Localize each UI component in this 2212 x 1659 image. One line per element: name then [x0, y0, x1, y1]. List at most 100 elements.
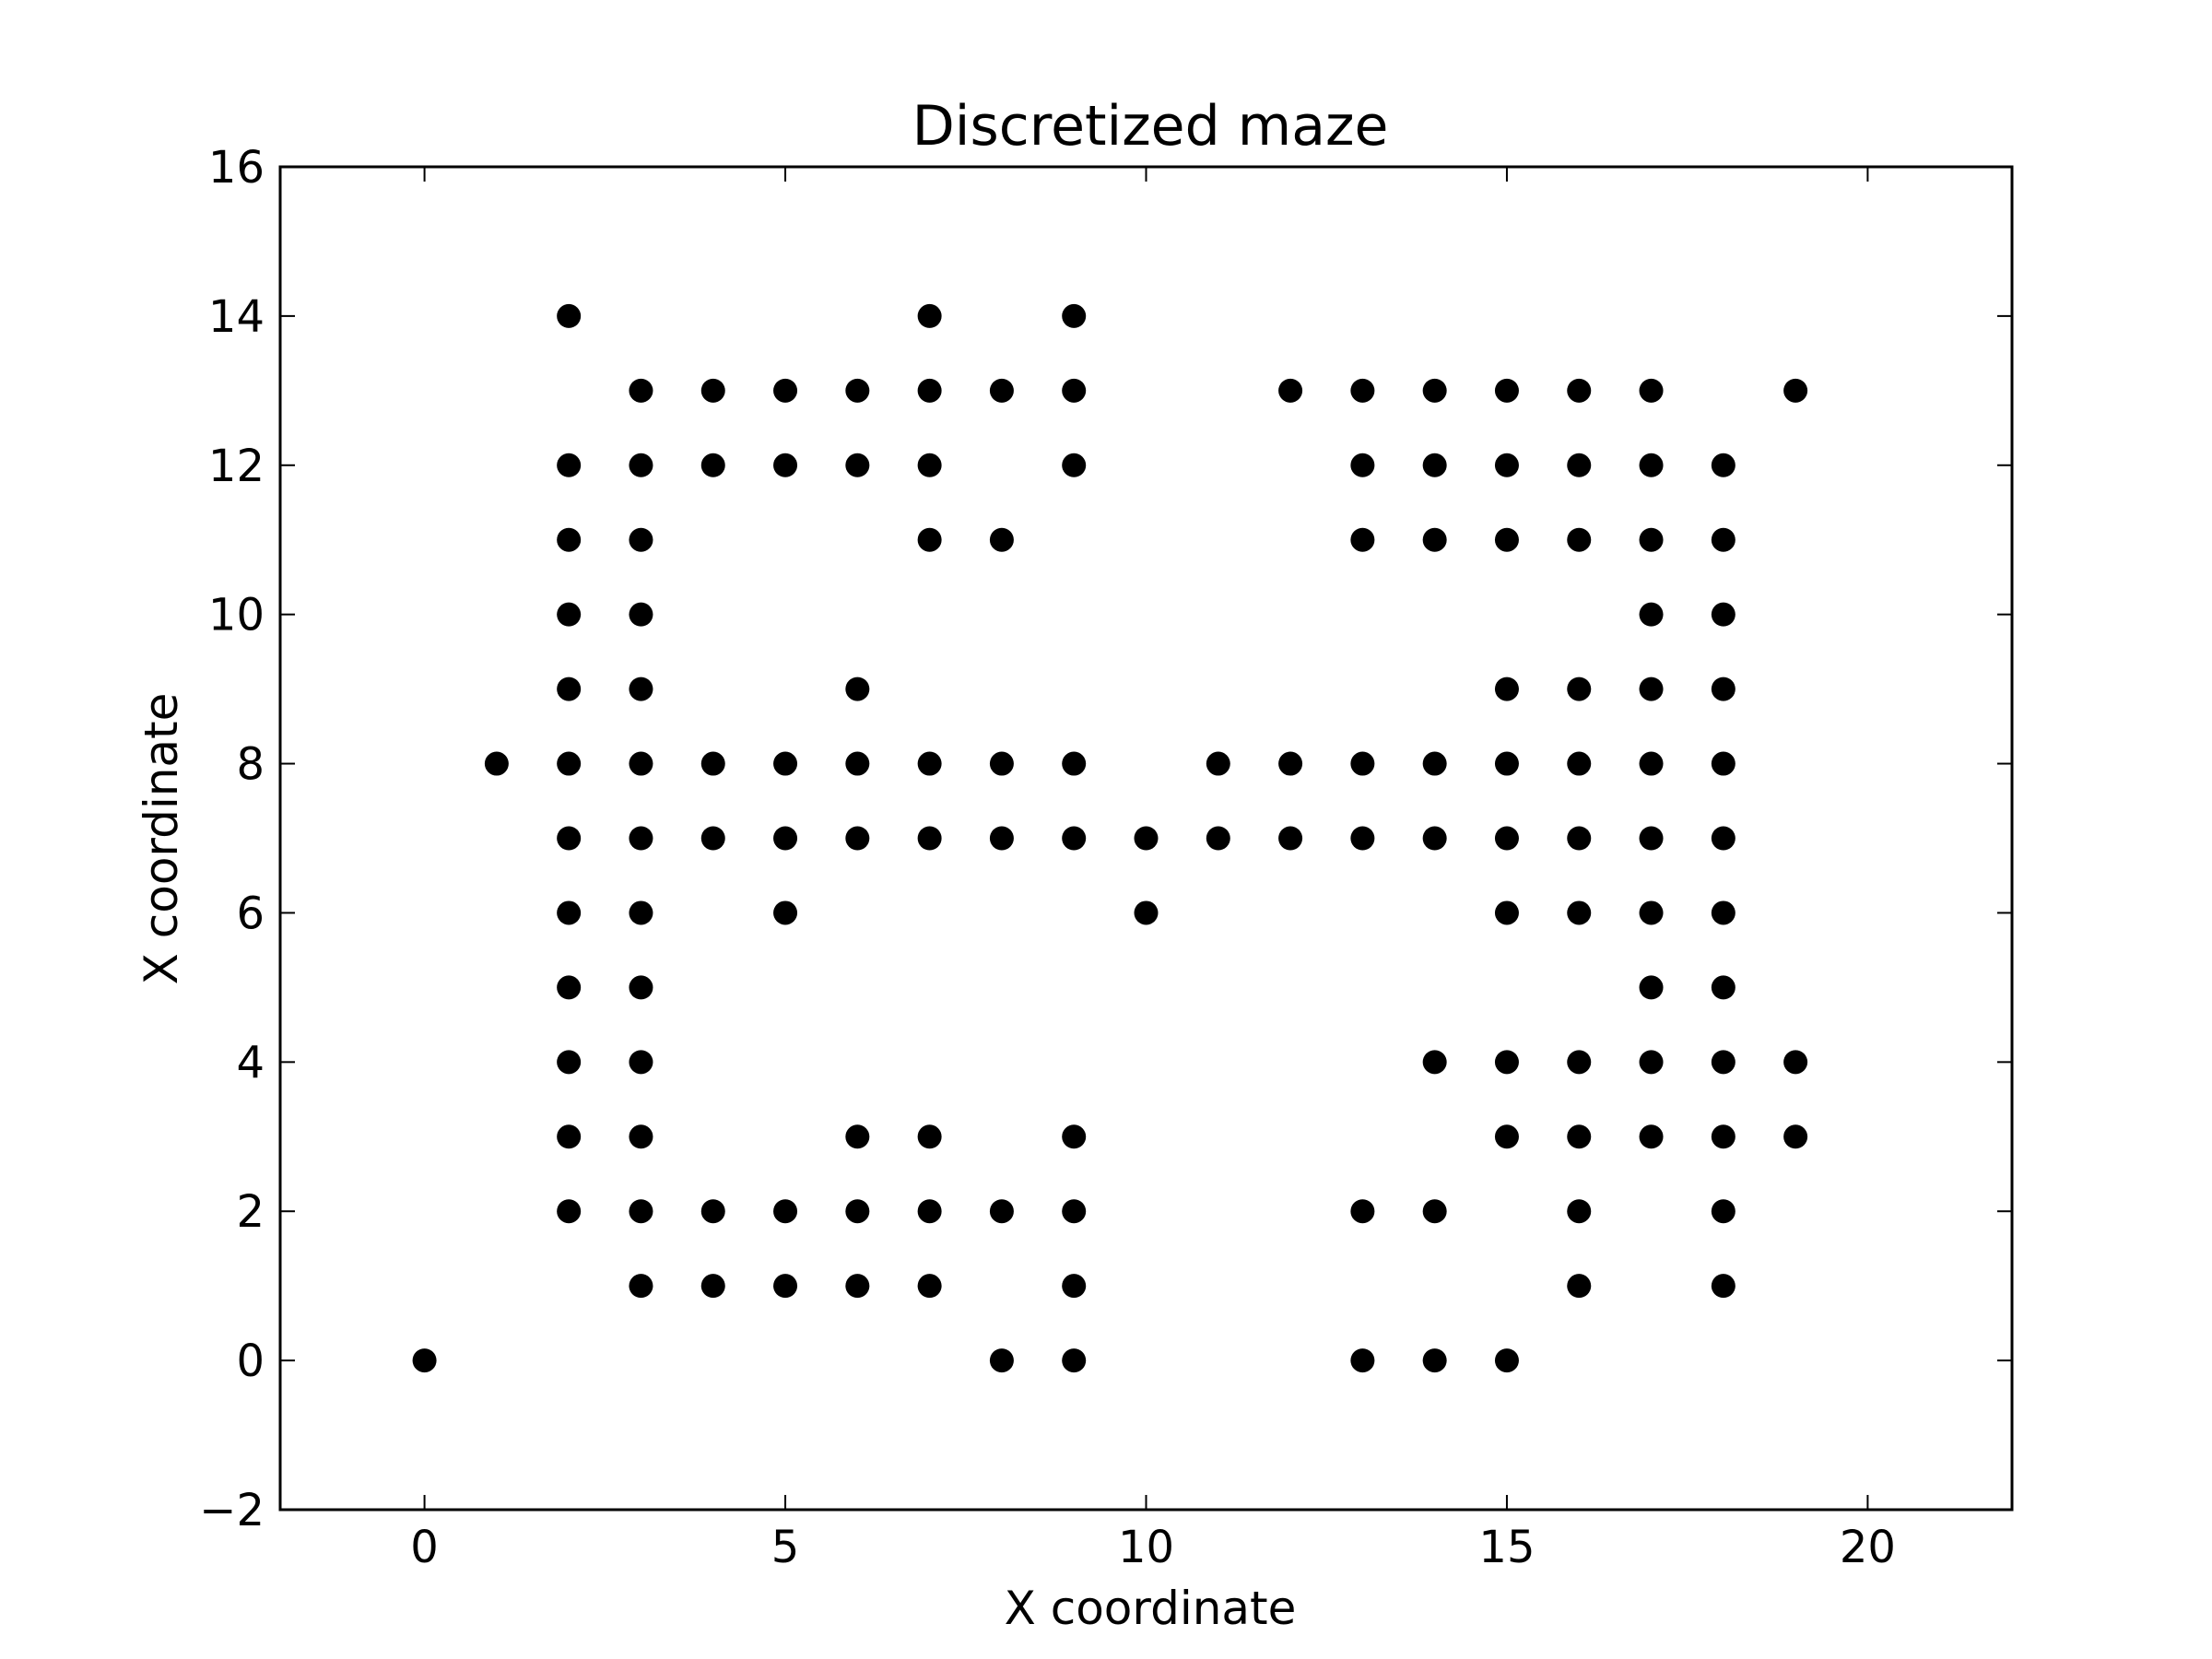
data-point	[1494, 1348, 1519, 1373]
data-point	[1639, 900, 1664, 925]
data-point	[1639, 527, 1664, 552]
x-tick-label: 5	[771, 1522, 800, 1573]
data-point	[1711, 975, 1735, 1000]
data-point	[917, 303, 942, 328]
data-point	[917, 1274, 942, 1299]
data-point	[1494, 751, 1519, 776]
data-point	[1494, 527, 1519, 552]
chart-title: Discretized maze	[912, 94, 1389, 159]
data-point	[989, 527, 1014, 552]
data-point	[917, 378, 942, 403]
data-point	[773, 378, 798, 403]
data-point	[1422, 826, 1447, 851]
data-point	[629, 826, 653, 851]
data-point	[989, 826, 1014, 851]
data-point	[989, 1199, 1014, 1224]
data-point	[1494, 826, 1519, 851]
data-point	[629, 1199, 653, 1224]
data-point	[1711, 602, 1735, 627]
data-point	[989, 751, 1014, 776]
data-point	[629, 453, 653, 477]
data-point	[557, 975, 582, 1000]
y-tick-label: 14	[208, 291, 265, 343]
data-point	[1567, 378, 1592, 403]
data-point	[1422, 378, 1447, 403]
data-point	[700, 1274, 725, 1299]
data-point	[1278, 751, 1303, 776]
data-point	[1062, 1124, 1087, 1149]
data-point	[1134, 826, 1159, 851]
data-point	[1494, 1050, 1519, 1075]
data-point	[1422, 751, 1447, 776]
data-point	[1567, 826, 1592, 851]
data-point	[1350, 1199, 1375, 1224]
data-point	[1567, 1050, 1592, 1075]
data-point	[1567, 751, 1592, 776]
data-point	[700, 378, 725, 403]
data-point	[1350, 1348, 1375, 1373]
y-tick-label: 6	[236, 888, 265, 939]
data-point	[1567, 677, 1592, 701]
data-point	[1422, 1050, 1447, 1075]
data-point	[845, 378, 870, 403]
data-point	[629, 900, 653, 925]
y-tick-label: 2	[236, 1186, 265, 1238]
data-point	[1062, 378, 1087, 403]
data-point	[557, 1199, 582, 1224]
data-point	[1711, 1124, 1735, 1149]
data-point	[1639, 602, 1664, 627]
data-point	[989, 1348, 1014, 1373]
data-point	[1567, 1274, 1592, 1299]
data-point	[1711, 751, 1735, 776]
data-point	[1062, 1199, 1087, 1224]
data-point	[557, 900, 582, 925]
data-point	[1639, 677, 1664, 701]
data-point	[917, 1124, 942, 1149]
data-point	[1422, 453, 1447, 477]
data-point	[1350, 751, 1375, 776]
data-point	[557, 677, 582, 701]
data-point	[1494, 900, 1519, 925]
plot-frame	[278, 165, 2014, 1512]
data-point	[1639, 751, 1664, 776]
data-point	[557, 527, 582, 552]
data-point	[557, 826, 582, 851]
data-point	[1783, 1050, 1808, 1075]
data-point	[917, 826, 942, 851]
data-point	[917, 1199, 942, 1224]
x-tick-label: 15	[1478, 1522, 1535, 1573]
x-tick-label: 20	[1840, 1522, 1896, 1573]
data-point	[1062, 826, 1087, 851]
data-point	[629, 602, 653, 627]
data-point	[700, 1199, 725, 1224]
data-point	[1062, 303, 1087, 328]
data-point	[1711, 1274, 1735, 1299]
y-tick-label: 4	[236, 1037, 265, 1088]
data-point	[629, 527, 653, 552]
data-point	[1711, 1050, 1735, 1075]
data-point	[1422, 1199, 1447, 1224]
data-point	[1062, 751, 1087, 776]
data-point	[629, 1124, 653, 1149]
data-point	[1567, 900, 1592, 925]
data-point	[1711, 453, 1735, 477]
data-point	[845, 1124, 870, 1149]
data-point	[845, 453, 870, 477]
data-point	[1350, 378, 1375, 403]
data-point	[1639, 826, 1664, 851]
y-tick-label: 8	[236, 739, 265, 791]
data-point	[1783, 378, 1808, 403]
data-point	[1278, 378, 1303, 403]
data-point	[773, 1199, 798, 1224]
data-point	[700, 453, 725, 477]
data-point	[1494, 453, 1519, 477]
data-point	[557, 1124, 582, 1149]
x-tick-label: 10	[1118, 1522, 1174, 1573]
data-point	[917, 751, 942, 776]
data-point	[484, 751, 509, 776]
x-tick-label: 0	[410, 1522, 439, 1573]
x-tick-labels: 0 5 10 15 20	[410, 1522, 1896, 1573]
data-point	[1639, 453, 1664, 477]
y-tick-label: 0	[236, 1335, 265, 1387]
data-point	[1494, 1124, 1519, 1149]
